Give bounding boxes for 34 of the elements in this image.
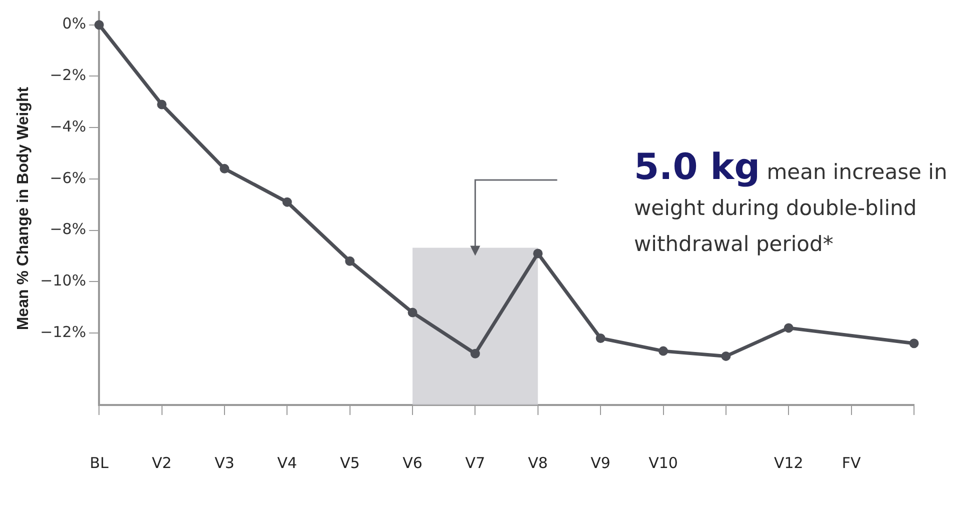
point <box>721 351 731 361</box>
point <box>909 338 919 348</box>
y-tick-label: −12% <box>40 322 86 341</box>
y-tick-label: −2% <box>50 66 86 84</box>
point <box>345 256 355 266</box>
x-tick-label: V2 <box>152 454 172 472</box>
x-tick-label: V8 <box>528 454 548 472</box>
annotation: 5.0 kg mean increase in weight during double-blind withdrawal period* <box>634 147 948 258</box>
x-tick-label: V6 <box>402 454 422 472</box>
point <box>533 248 543 258</box>
x-tick-label: BL <box>90 454 110 472</box>
y-tick-label: −4% <box>50 117 86 136</box>
x-tick-label: V7 <box>465 454 486 472</box>
point <box>94 20 104 30</box>
y-tick-label: 0% <box>62 14 86 33</box>
x-tick-label: V12 <box>774 454 804 472</box>
y-tick-label: −6% <box>50 168 86 187</box>
point <box>408 308 418 318</box>
y-axis-title: Mean % Change in Body Weight <box>15 86 32 330</box>
x-tick-label: FV <box>842 454 862 472</box>
point <box>658 346 668 356</box>
y-tick-label: −8% <box>50 220 86 238</box>
x-tick-label: V3 <box>214 454 234 472</box>
point <box>784 323 794 333</box>
point <box>470 348 480 358</box>
x-tick-label: V9 <box>590 454 610 472</box>
point <box>282 197 292 207</box>
x-tick-label: V10 <box>648 454 678 472</box>
point <box>157 100 167 110</box>
x-tick-label: V4 <box>277 454 298 472</box>
point <box>596 333 606 343</box>
y-tick-label: −10% <box>40 272 86 290</box>
x-tick-label: V5 <box>340 454 360 472</box>
point <box>220 164 230 174</box>
